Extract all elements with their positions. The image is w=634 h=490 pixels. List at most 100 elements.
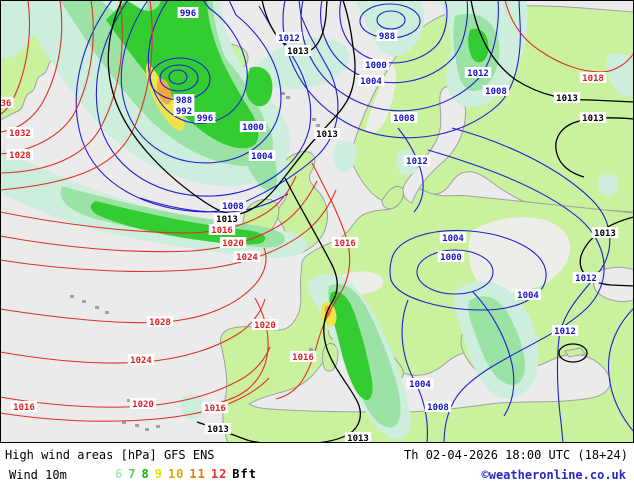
pressure-label-box	[579, 112, 607, 123]
pressure-label-box	[553, 92, 581, 103]
pressure-value: 1004	[251, 152, 273, 162]
isobar-black	[107, 0, 356, 215]
wind-area-bft-6	[333, 140, 357, 173]
isobar-blue	[149, 57, 211, 101]
wind-area-bft-8	[195, 36, 213, 57]
pressure-value: 1013	[556, 94, 578, 104]
pressure-label-box	[0, 97, 14, 108]
pressure-value: 1016	[211, 226, 233, 236]
bft-scale-value: 10	[167, 467, 185, 481]
pressure-label: 1013	[213, 213, 241, 225]
pressure-label-box	[289, 351, 317, 362]
norway-mountains	[365, 63, 396, 134]
isobar-red	[0, 189, 337, 273]
isobar-red	[0, 180, 318, 253]
pressure-value: 1028	[149, 318, 171, 328]
isobar-red	[0, 0, 123, 174]
isobar-red	[0, 377, 270, 422]
pressure-label: 1012	[275, 32, 303, 44]
pressure-value: 1008	[393, 114, 415, 124]
island	[122, 421, 126, 424]
isobar-blue	[376, 10, 406, 30]
pressure-label-box	[362, 59, 390, 70]
wind-area-bft-8	[468, 28, 489, 63]
pressure-value: 992	[176, 107, 192, 117]
pressure-label: 1004	[357, 75, 385, 87]
pressure-label: 1020	[251, 319, 279, 331]
pressure-value: 1016	[334, 239, 356, 249]
pressure-label: 1032	[6, 127, 34, 139]
isobar-blue	[359, 3, 421, 39]
pressure-label: 1012	[551, 325, 579, 337]
pressure-label: 36	[0, 97, 14, 109]
pressure-label-box	[173, 94, 195, 105]
island	[309, 348, 313, 351]
footer-row-1: High wind areas [hPa] GFS ENS Th 02-04-2…	[0, 446, 634, 464]
pressure-label-box	[572, 272, 600, 283]
isobars	[0, 0, 634, 443]
pressure-value: 1008	[427, 403, 449, 413]
island	[135, 424, 139, 427]
pressure-label-box	[213, 213, 241, 224]
pressure-label-box	[233, 251, 261, 262]
pressure-label: 1004	[439, 232, 467, 244]
pressure-label: 1028	[146, 316, 174, 328]
pressure-label-box	[406, 378, 434, 389]
island	[281, 92, 285, 95]
isobar-blue	[416, 249, 494, 295]
chart-title: High wind areas [hPa] GFS ENS	[5, 448, 215, 462]
bft-scale-value: 12	[210, 467, 228, 481]
cyprus	[564, 347, 586, 358]
pressure-value: 1012	[406, 157, 428, 167]
pressure-value: 1008	[485, 87, 507, 97]
pressure-value: 988	[379, 32, 395, 42]
bft-scale-value: 7	[128, 467, 137, 481]
pressure-label-box	[208, 224, 236, 235]
wind-area-bft-8	[106, 0, 259, 149]
pressure-label: 996	[177, 7, 199, 19]
footer-row-2: Wind 10m 6 7 8 9 10 11 12 Bft ©weatheronline.co…	[0, 465, 634, 485]
pressure-label: 1013	[579, 112, 607, 124]
pressure-label: 1004	[248, 150, 276, 162]
pressure-value: 988	[176, 96, 192, 106]
isobar-blue	[95, 0, 312, 197]
pressure-value: 1020	[222, 239, 244, 249]
isobar-red	[0, 0, 63, 133]
isobar-red	[275, 162, 351, 400]
pressure-label: 1024	[233, 251, 261, 263]
pressure-label: 1013	[284, 45, 312, 57]
pressure-label: 1000	[437, 251, 465, 263]
wind-area-bft-8	[329, 291, 373, 400]
pressure-label-box	[219, 200, 247, 211]
pressure-label-box	[239, 121, 267, 132]
pressure-label: 1000	[239, 121, 267, 133]
pressure-value: 1012	[575, 274, 597, 284]
pressure-label: 1016	[331, 237, 359, 249]
high-wind-areas	[0, 0, 634, 440]
pressure-value: 1008	[222, 202, 244, 212]
pressure-value: 1012	[467, 69, 489, 79]
pressure-value: 1013	[582, 114, 604, 124]
denmark	[381, 185, 404, 210]
wind-area-bft-6	[250, 37, 350, 90]
bft-scale-value: 8	[141, 467, 150, 481]
pressure-label-box	[403, 155, 431, 166]
pressure-value: 1020	[254, 321, 276, 331]
wind-area-bft-6	[598, 174, 619, 196]
pressure-label-box	[177, 7, 199, 18]
pressure-value: 1012	[554, 327, 576, 337]
isobar-black	[558, 343, 588, 363]
valid-time: Th 02-04-2026 18:00 UTC (18+24)	[404, 448, 628, 462]
island	[316, 124, 320, 127]
pressure-label: 1004	[514, 289, 542, 301]
pressure-value: 1032	[9, 129, 31, 139]
pressure-label: 1028	[6, 149, 34, 161]
pressure-value: 1013	[347, 434, 369, 443]
pressure-label: 1024	[127, 354, 155, 366]
pressure-label: 988	[173, 94, 195, 106]
pressure-label-box	[313, 128, 341, 139]
pressure-label-box	[284, 45, 312, 56]
bft-scale-value: 11	[189, 467, 206, 481]
pressure-value: 1018	[582, 74, 604, 84]
